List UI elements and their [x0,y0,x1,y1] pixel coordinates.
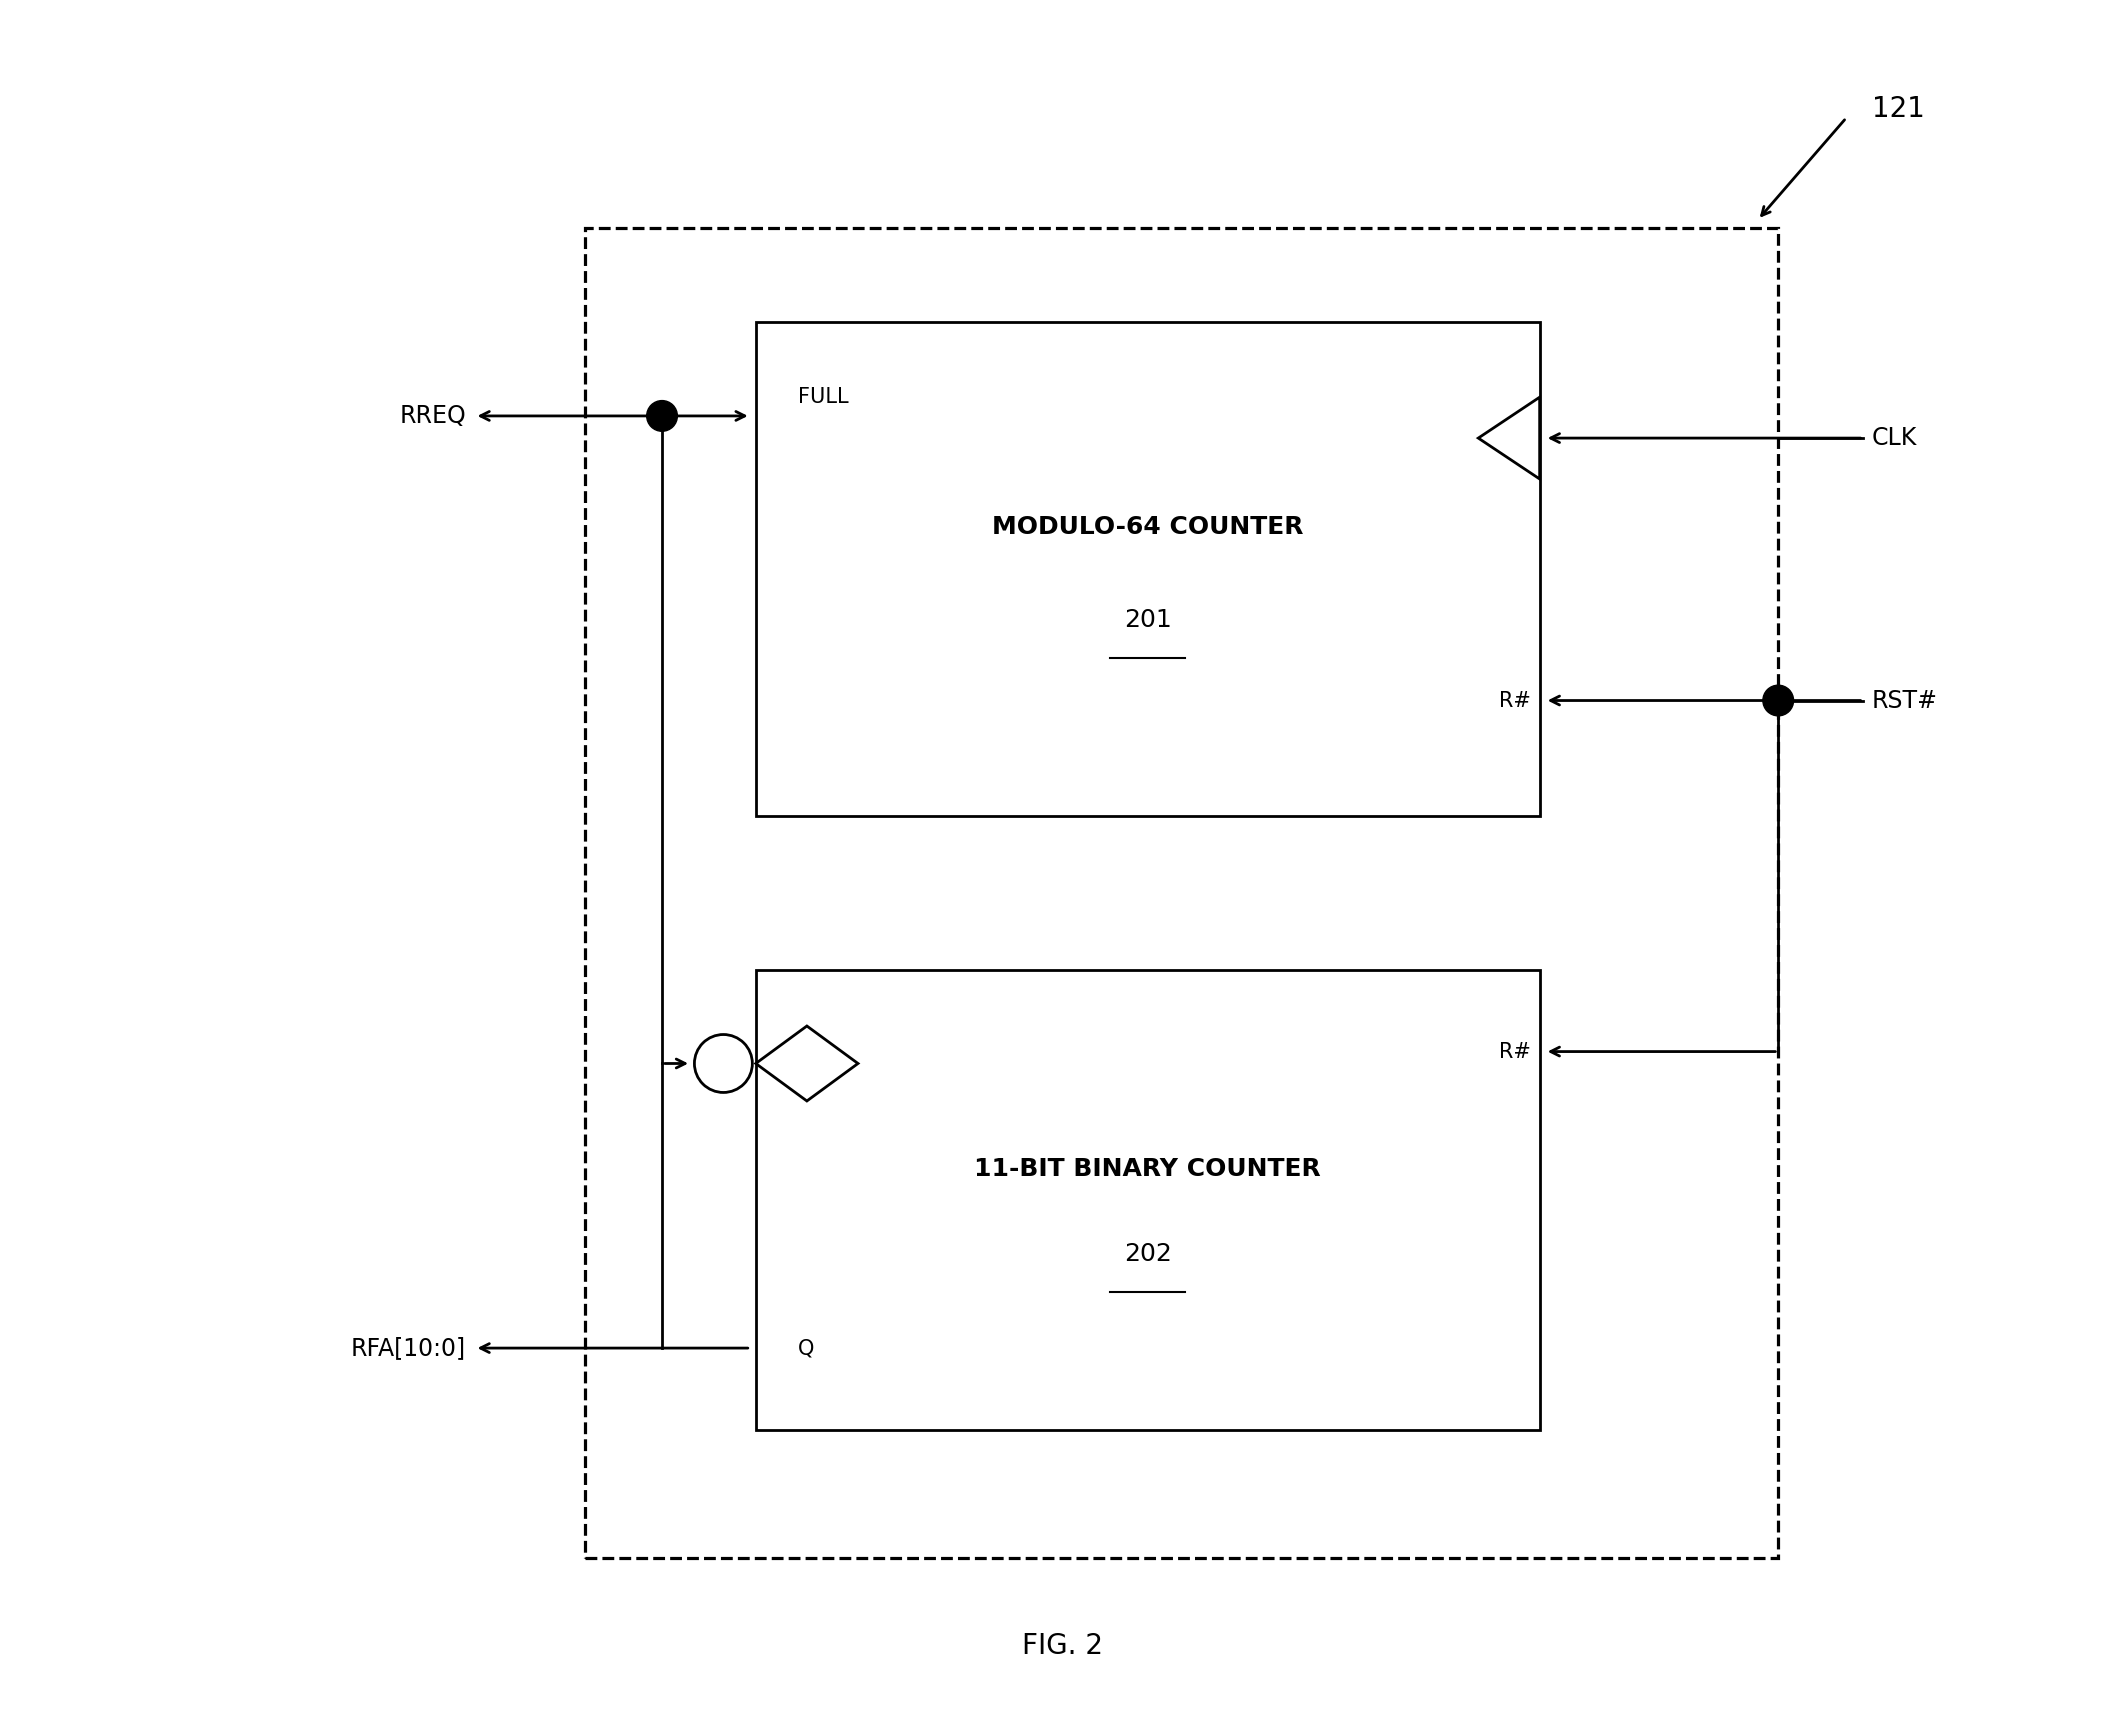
Text: R#: R# [1500,691,1532,711]
Circle shape [646,400,678,431]
Text: RFA[10:0]: RFA[10:0] [351,1337,465,1361]
Text: R#: R# [1500,1041,1532,1062]
Text: CLK: CLK [1872,426,1917,450]
Text: Q: Q [799,1338,814,1359]
Text: FIG. 2: FIG. 2 [1022,1632,1103,1660]
Text: 201: 201 [1124,608,1171,632]
Text: RST#: RST# [1872,689,1938,713]
Bar [756,323,1541,816]
Text: MODULO-64 COUNTER: MODULO-64 COUNTER [992,515,1303,539]
Circle shape [1764,685,1794,716]
Text: 121: 121 [1872,94,1925,124]
Bar [584,228,1779,1558]
Text: 11-BIT BINARY COUNTER: 11-BIT BINARY COUNTER [975,1158,1322,1182]
Bar [756,969,1541,1429]
Text: FULL: FULL [799,387,850,407]
Text: RREQ: RREQ [400,404,465,428]
Text: 202: 202 [1124,1242,1171,1266]
